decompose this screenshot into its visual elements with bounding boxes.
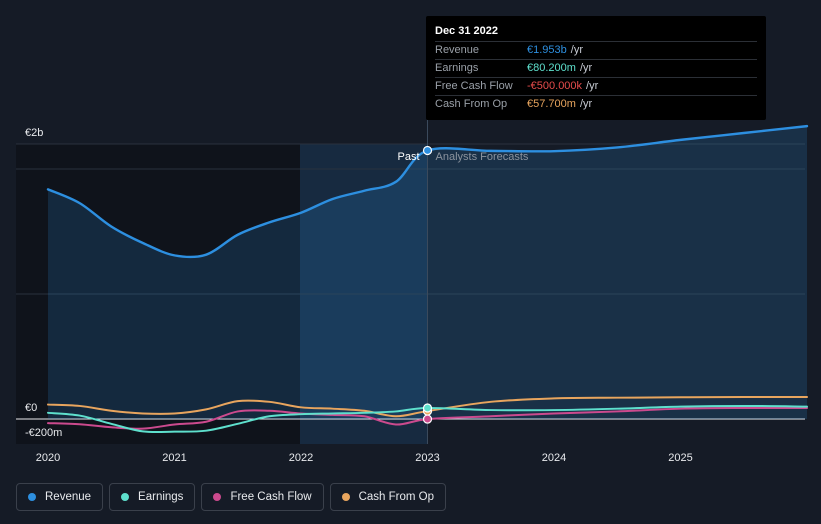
- legend-dot: [341, 493, 350, 501]
- tooltip-value: €57.700m: [527, 98, 576, 110]
- x-tick-label: 2022: [289, 452, 313, 464]
- tooltip-value: €1.953b: [527, 44, 567, 56]
- tooltip-unit: /yr: [586, 80, 599, 92]
- legend: Revenue Earnings Free Cash Flow Cash Fro…: [16, 483, 447, 511]
- cash-from-op-line: [47, 395, 808, 418]
- free-cash-flow-line: [47, 406, 808, 430]
- tooltip-label: Cash From Op: [435, 98, 508, 110]
- tooltip-row-cash-from-op: Cash From Op €57.700m /yr: [435, 95, 757, 113]
- tooltip-value: -€500.000k: [527, 80, 583, 92]
- y-tick-label: €2b: [25, 127, 43, 139]
- tooltip-unit: /yr: [579, 98, 593, 110]
- tooltip-row-earnings: Earnings €80.200m /yr: [435, 59, 757, 77]
- tooltip-row-free-cash-flow: Free Cash Flow -€500.000k /yr: [435, 77, 757, 95]
- x-tick-label: 2023: [415, 452, 439, 464]
- legend-dot: [213, 493, 222, 501]
- earnings-marker[interactable]: [422, 403, 433, 413]
- x-tick-label: 2025: [668, 452, 692, 464]
- tooltip-value: €80.200m: [527, 62, 576, 74]
- revenue-line: [46, 124, 809, 259]
- legend-dot: [121, 493, 130, 501]
- tooltip-label: Revenue: [435, 44, 480, 56]
- y-tick-label: -€200m: [25, 427, 62, 439]
- legend-item-earnings[interactable]: Earnings: [109, 483, 196, 511]
- legend-label: Cash From Op: [358, 491, 435, 503]
- earnings-line: [47, 404, 808, 434]
- legend-item-cash-from-op[interactable]: Cash From Op: [329, 483, 447, 511]
- legend-label: Revenue: [45, 491, 92, 503]
- legend-item-revenue[interactable]: Revenue: [16, 483, 104, 511]
- tooltip-date: Dec 31 2022: [435, 25, 498, 37]
- x-tick-label: 2021: [162, 452, 186, 464]
- past-label: Past: [397, 151, 419, 163]
- analysts-forecasts-label: Analysts Forecasts: [436, 151, 529, 163]
- tooltip-unit: /yr: [570, 44, 583, 56]
- tooltip-label: Free Cash Flow: [435, 80, 513, 92]
- tooltip: Dec 31 2022 Revenue €1.953b /yr Earnings…: [426, 16, 766, 120]
- legend-label: Earnings: [138, 491, 184, 503]
- legend-dot: [28, 493, 36, 501]
- revenue-marker[interactable]: [422, 145, 433, 156]
- x-tick-label: 2024: [542, 452, 566, 464]
- x-tick-label: 2020: [36, 452, 60, 464]
- free-cash-flow-marker[interactable]: [422, 414, 433, 424]
- legend-label: Free Cash Flow: [230, 491, 312, 503]
- tooltip-row-revenue: Revenue €1.953b /yr: [435, 41, 757, 59]
- y-tick-label: €0: [25, 402, 37, 414]
- tooltip-label: Earnings: [435, 62, 479, 74]
- legend-item-free-cash-flow[interactable]: Free Cash Flow: [201, 483, 324, 511]
- tooltip-unit: /yr: [579, 62, 593, 74]
